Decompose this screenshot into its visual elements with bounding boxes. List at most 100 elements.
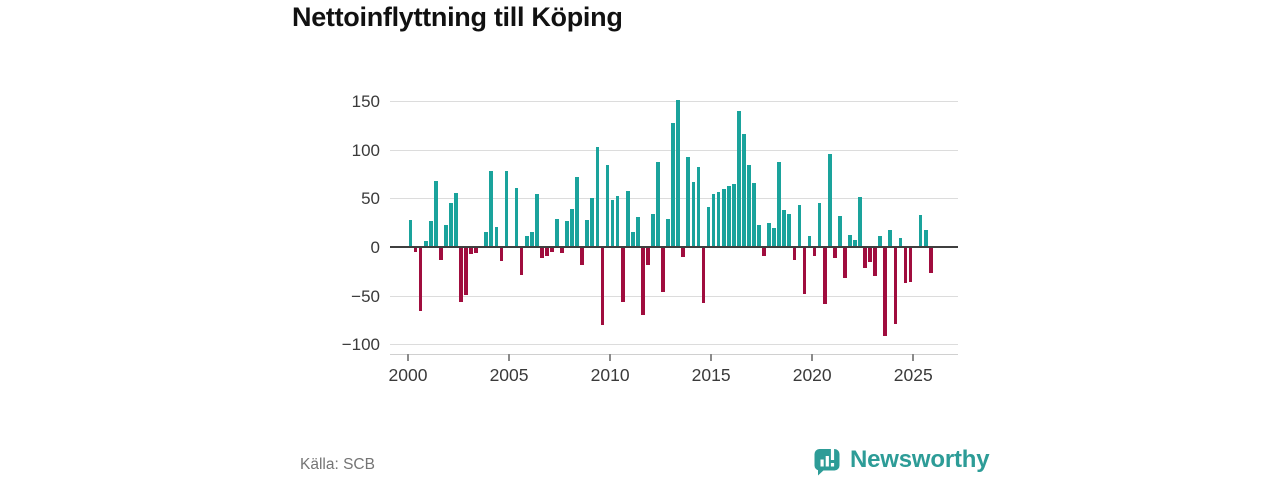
bar-2023-q3 [883, 248, 888, 336]
bar-2025-q4 [928, 248, 933, 274]
bar-2003-q2 [474, 248, 479, 253]
bar-2014-q4 [706, 207, 711, 247]
bar-2021-q4 [848, 235, 852, 247]
x-tick-label: 2015 [691, 365, 731, 385]
y-tick-label: 0 [370, 238, 380, 257]
bar-2004-q2 [494, 226, 499, 247]
bar-2003-q1 [469, 248, 473, 254]
plot-area: 150 100 50 0 −50 −100 2000 2005 2010 2015 2020 2025 [341, 92, 958, 385]
bar-2022-q4 [868, 248, 872, 262]
bar-2025-q2 [918, 214, 923, 247]
gridline-150 [390, 101, 958, 102]
bar-2008-q4 [585, 219, 590, 247]
bar-2005-q2 [514, 187, 519, 247]
bar-2006-q3 [539, 248, 544, 258]
bar-2011-q4 [646, 248, 650, 265]
bar-2013-q2 [676, 100, 681, 247]
x-tick-label: 2010 [590, 365, 630, 385]
x-tick-label: 2005 [489, 365, 529, 385]
bar-2017-q4 [767, 222, 771, 247]
y-tick-label: 100 [351, 141, 380, 160]
bar-2011-q3 [641, 248, 645, 316]
bar-2015-q2 [716, 191, 721, 247]
x-tick-label: 2020 [792, 365, 832, 385]
gridline--100 [390, 344, 958, 345]
bar-2022-q2 [858, 196, 862, 247]
bar-2001-q1 [428, 220, 433, 247]
bar-2008-q2 [575, 177, 580, 247]
bar-2007-q2 [555, 218, 559, 247]
bar-2010-q1 [610, 200, 615, 247]
zero-baseline [390, 246, 958, 248]
bar-2018-q3 [782, 210, 787, 247]
bar-2006-q1 [529, 232, 534, 247]
bar-2024-q3 [903, 248, 908, 283]
bar-2019-q1 [792, 248, 797, 260]
bar-2006-q4 [545, 248, 549, 256]
y-tick-label: 150 [351, 92, 380, 111]
bar-2002-q1 [449, 203, 453, 247]
chart-title: Nettoinflyttning till Köping [292, 2, 623, 32]
x-axis-tick [912, 354, 915, 361]
bar-2022-q3 [863, 248, 867, 269]
bar-2018-q4 [787, 214, 792, 247]
bar-2009-q2 [595, 146, 600, 247]
bar-2008-q1 [570, 209, 574, 247]
x-tick-label: 2025 [893, 365, 933, 385]
bar-2016-q1 [731, 183, 736, 247]
bar-2020-q1 [812, 248, 817, 256]
bar-2020-q2 [817, 203, 822, 247]
bar-2009-q1 [590, 198, 595, 247]
bar-2023-q4 [888, 229, 893, 247]
bar-2021-q3 [843, 248, 847, 279]
bar-2013-q1 [671, 122, 676, 247]
bar-2009-q3 [600, 248, 605, 325]
bar-2001-q2 [433, 180, 438, 247]
bar-2002-q2 [454, 192, 458, 247]
bar-2000-q4 [423, 241, 428, 247]
x-axis-tick [710, 354, 713, 361]
y-tick-label: −100 [341, 335, 380, 354]
bar-2004-q1 [489, 171, 494, 247]
y-tick-label: −50 [351, 287, 380, 306]
bar-2003-q4 [484, 232, 489, 247]
bar-2008-q3 [580, 248, 585, 265]
bar-2002-q4 [464, 248, 468, 295]
x-axis-tick [811, 354, 814, 361]
x-axis-tick [609, 354, 612, 361]
bar-2004-q3 [499, 248, 504, 261]
bar-2015-q4 [726, 185, 731, 247]
bar-2019-q3 [802, 248, 807, 294]
bar-2012-q4 [666, 218, 670, 247]
bar-2012-q3 [661, 248, 665, 292]
bar-2010-q4 [625, 190, 630, 247]
bar-2014-q3 [701, 248, 706, 304]
bar-2005-q3 [519, 248, 524, 276]
bar-2005-q4 [524, 236, 529, 247]
bar-2018-q1 [772, 227, 777, 247]
bar-2012-q1 [651, 214, 655, 247]
bar-2010-q2 [615, 195, 620, 247]
newsworthy-chart-bubble-icon [814, 446, 840, 475]
bar-2012-q2 [656, 162, 660, 247]
bar-2015-q1 [711, 193, 716, 247]
newsworthy-logo: Newsworthy [812, 444, 990, 476]
bar-2014-q2 [696, 167, 701, 247]
y-tick-label: 50 [361, 189, 380, 208]
bar-2000-q3 [418, 248, 423, 312]
bar-2010-q3 [620, 248, 625, 303]
bar-2023-q2 [878, 236, 883, 247]
bar-2011-q2 [635, 216, 640, 247]
bar-2006-q2 [534, 193, 539, 247]
bar-2014-q1 [691, 181, 696, 247]
bar-2025-q3 [923, 229, 928, 247]
bar-2017-q3 [762, 248, 766, 256]
bar-2016-q2 [736, 110, 741, 247]
bar-2021-q2 [837, 215, 842, 247]
bar-2002-q3 [459, 248, 463, 303]
bar-2001-q3 [438, 248, 443, 260]
bar-2016-q3 [742, 134, 746, 247]
bar-2007-q3 [560, 248, 564, 253]
bar-2023-q1 [873, 248, 878, 277]
